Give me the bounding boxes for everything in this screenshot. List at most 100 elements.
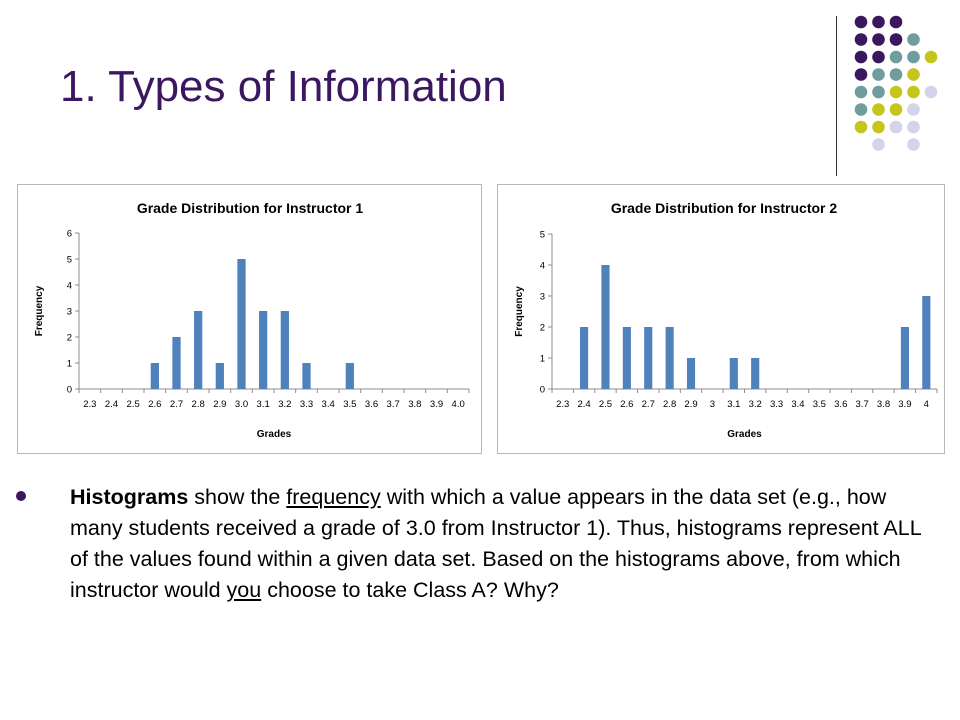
y-tick-label: 0 [540,385,545,396]
chart-title: Grade Distribution for Instructor 1 [137,200,364,216]
bullet-text: Histograms show the frequency with which… [70,482,930,606]
x-tick-label: 3.8 [877,399,890,410]
decorative-dot [889,33,903,46]
chart-instructor-2-svg: Grade Distribution for Instructor 2 Freq… [514,200,938,440]
x-tick-label: 4 [924,399,929,410]
x-tick-label: 3 [710,399,715,410]
histogram-bar [922,296,931,389]
histogram-bar [665,327,674,389]
histogram-bar [644,327,653,389]
decorative-dot [872,85,885,99]
bullet-underlined-word: frequency [286,485,381,509]
decorative-dot [854,33,868,46]
histogram-bar [194,311,203,389]
decorative-dot [924,85,938,99]
decorative-dot [907,68,920,81]
y-axis-label: Frequency [34,285,45,336]
bullet-underlined-word: you [226,578,262,602]
x-tick-label: 3.9 [898,399,911,410]
histogram-bar [150,363,159,389]
x-tick-label: 3.5 [813,399,826,410]
x-tick-label: 3.4 [791,399,804,410]
decorative-dot [872,120,885,134]
decorative-dot [872,138,885,151]
decorative-dot [924,50,938,64]
x-tick-label: 2.9 [213,399,226,410]
decorative-dot [889,103,903,116]
y-tick-label: 4 [540,261,545,272]
bullet-text-part: with which a value appears in the data s… [70,485,921,602]
decorative-dot [854,103,868,116]
x-tick-label: 3.7 [856,399,869,410]
histogram-bar [280,311,289,389]
x-tick-label: 2.8 [192,399,205,410]
decorative-dot [907,85,920,99]
x-tick-label: 2.8 [663,399,676,410]
y-axis-label: Frequency [514,286,525,337]
x-tick-label: 2.6 [148,399,161,410]
x-tick-label: 3.0 [235,399,248,410]
y-tick-label: 3 [540,292,545,303]
chart-instructor-1: Grade Distribution for Instructor 1 Freq… [17,184,482,454]
bullet-text-part: show the [188,485,287,509]
histogram-bar [172,337,181,389]
decorative-dot [872,103,885,116]
slide-title: 1. Types of Information [60,62,507,111]
y-tick-label: 2 [540,323,545,334]
x-tick-label: 3.2 [278,399,291,410]
y-tick-label: 3 [67,307,72,318]
x-tick-label: 2.9 [684,399,697,410]
y-tick-label: 5 [67,255,72,266]
y-tick-label: 0 [67,385,72,396]
histogram-bar [601,265,610,389]
bullet-bold-lead: Histograms [70,485,189,509]
decorative-dot [854,68,868,81]
x-tick-label: 3.9 [430,399,443,410]
y-tick-label: 1 [67,359,72,370]
histogram-bar [729,358,738,389]
x-tick-label: 3.6 [365,399,378,410]
x-tick-label: 2.7 [642,399,655,410]
title-divider-line [836,16,837,176]
decorative-dot [854,120,868,134]
decorative-dot [889,50,903,64]
decorative-dot [907,120,920,134]
y-tick-label: 1 [540,354,545,365]
x-axis-label: Grades [257,429,292,440]
histogram-bar [215,363,224,389]
histogram-bar [900,327,909,389]
decorative-dot-grid [854,15,938,151]
y-tick-label: 6 [67,229,72,240]
decorative-dot [889,85,903,99]
histogram-bar [580,327,589,389]
x-tick-label: 3.6 [834,399,847,410]
decorative-dot [872,33,885,46]
decorative-dot [872,68,885,81]
histogram-bar [686,358,696,389]
x-tick-label: 2.7 [170,399,183,410]
decorative-dot [889,68,903,81]
x-tick-label: 2.3 [83,399,96,410]
decorative-dot [907,50,920,64]
x-tick-label: 3.8 [408,399,421,410]
x-tick-label: 3.5 [343,399,356,410]
histogram-bar [622,327,631,389]
chart-instructor-1-svg: Grade Distribution for Instructor 1 Freq… [34,200,470,440]
x-tick-label: 2.4 [105,399,118,410]
decorative-dot [854,85,868,99]
x-tick-label: 3.3 [770,399,783,410]
x-tick-label: 3.7 [387,399,400,410]
histogram-bar [259,311,268,389]
decorative-dot [889,120,903,134]
decorative-dot [854,50,868,64]
x-tick-label: 2.5 [599,399,612,410]
decorative-dot [907,33,920,46]
decorative-dot [907,103,920,116]
x-tick-label: 3.4 [322,399,335,410]
decorative-dot [889,15,903,29]
histogram-bar [302,363,311,389]
y-tick-label: 2 [67,333,72,344]
x-tick-label: 2.3 [556,399,569,410]
x-tick-label: 2.5 [127,399,140,410]
y-tick-label: 5 [540,230,545,241]
